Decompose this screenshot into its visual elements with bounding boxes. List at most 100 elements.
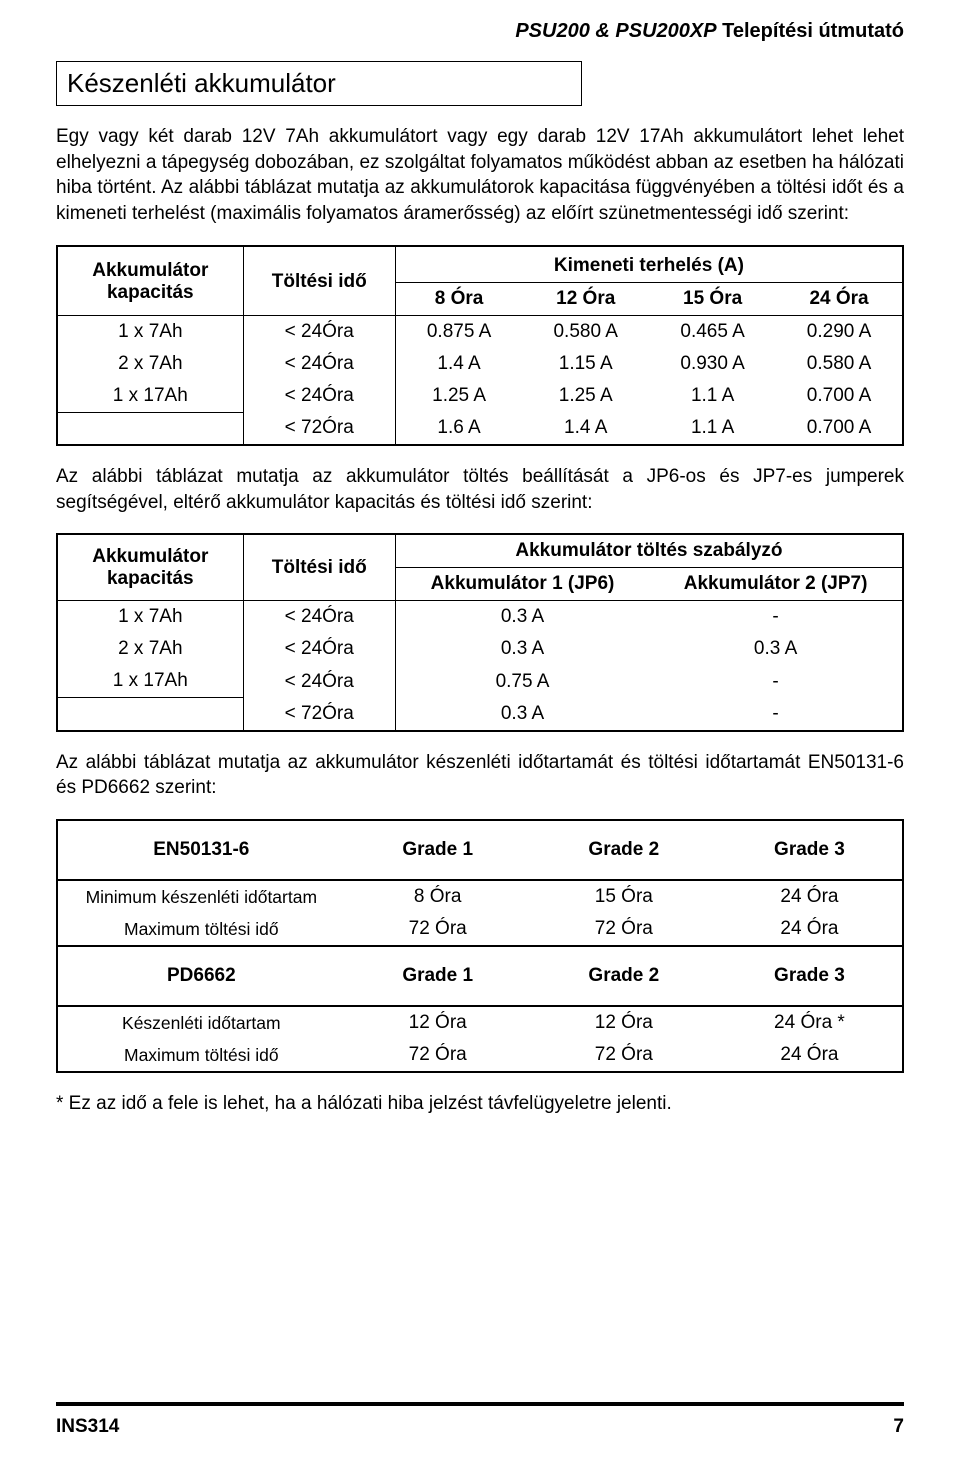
t2-cap: 1 x 7Ah [57,601,243,634]
t2-cap [57,698,243,731]
t2-v: 0.75 A [395,665,649,698]
header-italic: PSU200 & PSU200XP [515,20,716,42]
t3-pd-col-0: Grade 1 [345,946,531,1006]
t3-en-name: EN50131-6 [57,820,345,880]
t1-hdr-cap: Akkumulátor kapacitás [57,246,243,316]
t1-v: 0.700 A [776,412,903,445]
t1-v: 1.1 A [649,412,776,445]
t1-hdr-time: Töltési idő [243,246,395,316]
t3-v: 12 Óra [345,1006,531,1039]
t3-en-col-1: Grade 2 [531,820,717,880]
table-row: 2 x 7Ah < 24Óra 0.3 A 0.3 A [57,633,903,665]
t2-time: < 24Óra [243,665,395,698]
t3-v: 72 Óra [531,913,717,946]
t2-time: < 72Óra [243,698,395,731]
t1-v: 0.875 A [395,315,522,348]
t3-en-col-2: Grade 3 [717,820,903,880]
table-row: < 72Óra 0.3 A - [57,698,903,731]
t1-time: < 72Óra [243,412,395,445]
t2-v: - [649,698,903,731]
t2-v: 0.3 A [395,601,649,634]
t2-cap: 2 x 7Ah [57,633,243,665]
t1-cap [57,412,243,445]
footer-left: INS314 [56,1416,119,1438]
t1-time: < 24Óra [243,348,395,380]
t1-v: 0.930 A [649,348,776,380]
t1-v: 0.290 A [776,315,903,348]
t3-v: 72 Óra [531,1039,717,1072]
t1-v: 1.15 A [522,348,649,380]
table-load: Akkumulátor kapacitás Töltési idő Kimene… [56,245,904,447]
t1-cap: 1 x 7Ah [57,315,243,348]
t1-time: < 24Óra [243,315,395,348]
t3-label: Készenléti időtartam [57,1006,345,1039]
table-row: Minimum készenléti időtartam 8 Óra 15 Ór… [57,880,903,913]
t3-pd-col-1: Grade 2 [531,946,717,1006]
t2-v: - [649,601,903,634]
t1-v: 1.25 A [522,380,649,413]
t2-cap: 1 x 17Ah [57,665,243,698]
t2-hdr-cap: Akkumulátor kapacitás [57,534,243,601]
table-row: Maximum töltési idő 72 Óra 72 Óra 24 Óra [57,913,903,946]
section-title: Készenléti akkumulátor [56,61,582,106]
t2-col-1: Akkumulátor 2 (JP7) [649,568,903,601]
t1-v: 1.1 A [649,380,776,413]
t1-v: 0.465 A [649,315,776,348]
t1-v: 1.4 A [395,348,522,380]
t3-label: Maximum töltési idő [57,1039,345,1072]
t3-v: 24 Óra [717,1039,903,1072]
table-row: 1 x 7Ah < 24Óra 0.3 A - [57,601,903,634]
t1-v: 0.580 A [522,315,649,348]
t2-v: - [649,665,903,698]
t2-time: < 24Óra [243,633,395,665]
t3-v: 72 Óra [345,913,531,946]
t2-time: < 24Óra [243,601,395,634]
t3-v: 24 Óra [717,913,903,946]
t3-v: 24 Óra [717,880,903,913]
t1-cap: 2 x 7Ah [57,348,243,380]
table-row: Maximum töltési idő 72 Óra 72 Óra 24 Óra [57,1039,903,1072]
t3-v: 12 Óra [531,1006,717,1039]
t1-col-0: 8 Óra [395,282,522,315]
page-footer: INS314 7 [56,1402,904,1438]
t1-col-3: 24 Óra [776,282,903,315]
t3-v: 15 Óra [531,880,717,913]
t3-v: 72 Óra [345,1039,531,1072]
paragraph-2: Az alábbi táblázat mutatja az akkumuláto… [56,464,904,515]
t2-hdr-reg: Akkumulátor töltés szabályzó [395,534,903,568]
table-regulator: Akkumulátor kapacitás Töltési idő Akkumu… [56,533,904,732]
t1-v: 1.25 A [395,380,522,413]
t1-time: < 24Óra [243,380,395,413]
t3-label: Maximum töltési idő [57,913,345,946]
footnote: * Ez az idő a fele is lehet, ha a hálóza… [56,1091,904,1117]
table-row: 1 x 17Ah < 24Óra 1.25 A 1.25 A 1.1 A 0.7… [57,380,903,413]
table-row: < 72Óra 1.6 A 1.4 A 1.1 A 0.700 A [57,412,903,445]
t3-v: 24 Óra * [717,1006,903,1039]
t3-en-col-0: Grade 1 [345,820,531,880]
table-row: 2 x 7Ah < 24Óra 1.4 A 1.15 A 0.930 A 0.5… [57,348,903,380]
t2-v: 0.3 A [395,698,649,731]
t1-hdr-load: Kimeneti terhelés (A) [395,246,903,283]
t2-v: 0.3 A [649,633,903,665]
paragraph-1: Egy vagy két darab 12V 7Ah akkumulátort … [56,124,904,227]
t3-v: 8 Óra [345,880,531,913]
t3-pd-name: PD6662 [57,946,345,1006]
t1-v: 1.6 A [395,412,522,445]
t1-col-2: 15 Óra [649,282,776,315]
table-row: 1 x 17Ah < 24Óra 0.75 A - [57,665,903,698]
t1-cap: 1 x 17Ah [57,380,243,413]
table-row: Készenléti időtartam 12 Óra 12 Óra 24 Ór… [57,1006,903,1039]
t1-v: 0.580 A [776,348,903,380]
paragraph-3: Az alábbi táblázat mutatja az akkumuláto… [56,750,904,801]
footer-right: 7 [893,1416,904,1438]
table-standards: EN50131-6 Grade 1 Grade 2 Grade 3 Minimu… [56,819,904,1073]
t1-v: 0.700 A [776,380,903,413]
t1-col-1: 12 Óra [522,282,649,315]
t2-v: 0.3 A [395,633,649,665]
t2-hdr-time: Töltési idő [243,534,395,601]
t2-col-0: Akkumulátor 1 (JP6) [395,568,649,601]
doc-header: PSU200 & PSU200XP Telepítési útmutató [56,20,904,43]
table-row: 1 x 7Ah < 24Óra 0.875 A 0.580 A 0.465 A … [57,315,903,348]
t1-v: 1.4 A [522,412,649,445]
t3-label: Minimum készenléti időtartam [57,880,345,913]
